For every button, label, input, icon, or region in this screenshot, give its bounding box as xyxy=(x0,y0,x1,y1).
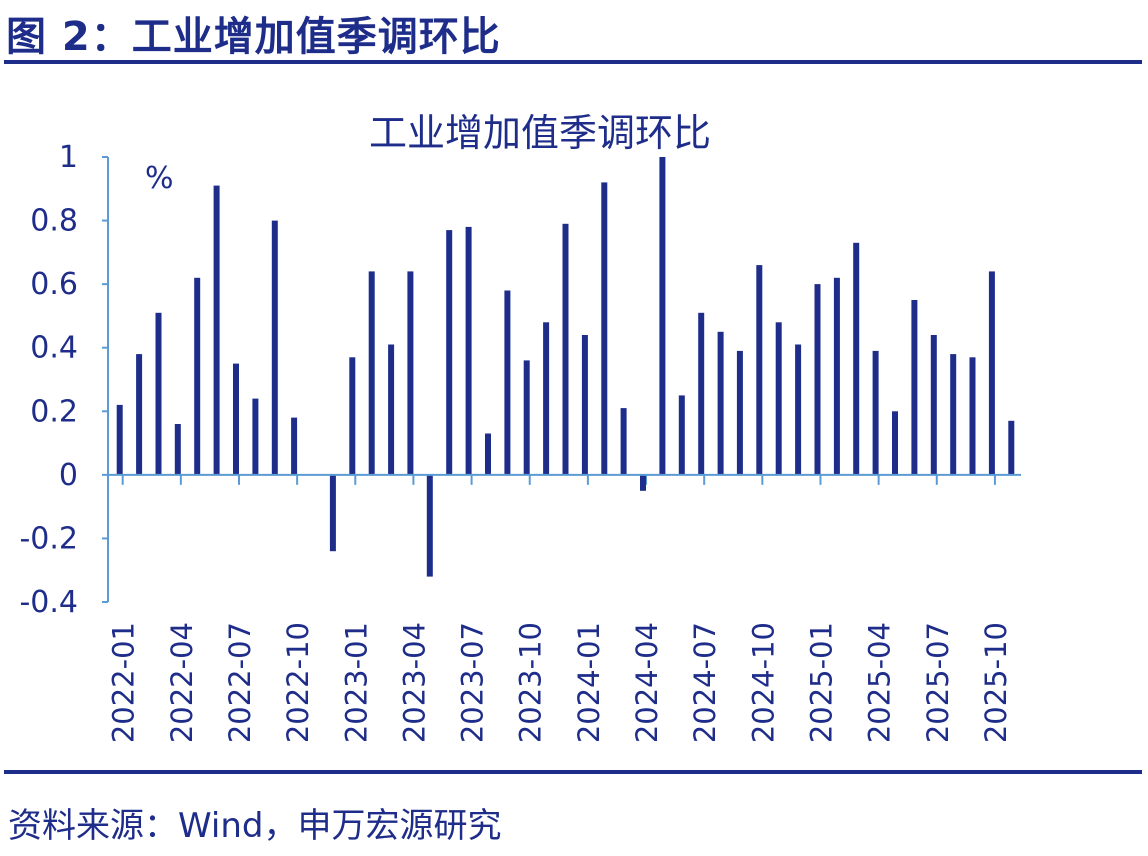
x-tick-label: 2024-04 xyxy=(630,622,664,743)
bar xyxy=(659,157,666,475)
bar xyxy=(562,223,569,475)
x-tick-label: 2024-07 xyxy=(688,622,722,743)
bottom-divider xyxy=(4,770,1142,774)
bar xyxy=(504,290,511,475)
bar xyxy=(426,474,433,577)
bar xyxy=(271,220,278,475)
bar xyxy=(329,474,336,552)
x-tick-label: 2024-10 xyxy=(746,622,780,743)
bar xyxy=(717,331,724,475)
bar xyxy=(698,312,705,475)
bar xyxy=(581,335,588,475)
x-tick-label: 2025-10 xyxy=(979,622,1013,743)
bar xyxy=(116,404,123,475)
unit-label: % xyxy=(145,161,174,196)
x-tick-label: 2023-10 xyxy=(514,622,548,743)
bar xyxy=(950,354,957,475)
bar xyxy=(388,344,395,475)
bar xyxy=(601,182,608,475)
y-tick-label: -0.4 xyxy=(19,585,78,620)
bar xyxy=(213,185,220,475)
y-tick-label: 0 xyxy=(59,458,78,493)
x-tick-label: 2022-01 xyxy=(107,622,141,743)
bar xyxy=(756,265,763,475)
bar xyxy=(485,433,491,475)
bar xyxy=(155,312,162,475)
bar xyxy=(892,411,898,475)
bar xyxy=(775,322,782,475)
y-tick-label: 1 xyxy=(59,140,78,175)
bar xyxy=(930,335,937,475)
y-tick-label: -0.2 xyxy=(19,521,78,556)
bar xyxy=(523,360,530,475)
bar xyxy=(640,474,646,491)
bar xyxy=(833,277,840,475)
bar xyxy=(795,344,802,475)
bar xyxy=(814,284,821,475)
x-tick-label: 2025-07 xyxy=(921,622,955,743)
bar xyxy=(174,424,181,475)
x-tick-label: 2022-07 xyxy=(223,622,257,743)
y-tick-label: 0.2 xyxy=(30,394,78,429)
bar xyxy=(465,226,472,475)
x-tick-label: 2023-04 xyxy=(397,622,431,743)
y-tick-labels: 1 0.8 0.6 0.4 0.2 0 -0.2 -0.4 xyxy=(19,140,108,620)
x-tick-label: 2025-01 xyxy=(805,622,839,743)
bar xyxy=(736,350,743,475)
bar xyxy=(911,300,918,475)
y-tick-label: 0.8 xyxy=(30,204,78,239)
bar xyxy=(194,277,201,475)
bar xyxy=(543,322,550,475)
chart-title: 工业增加值季调环比 xyxy=(369,111,711,155)
bar xyxy=(1008,420,1015,475)
x-tick-label: 2025-04 xyxy=(863,622,897,743)
bar xyxy=(233,363,239,475)
bar xyxy=(988,271,995,475)
y-tick-label: 0.6 xyxy=(30,267,78,302)
x-tick-label: 2024-01 xyxy=(572,622,606,743)
bar xyxy=(446,230,453,475)
bar xyxy=(678,395,685,475)
top-divider xyxy=(4,60,1142,64)
x-tick-label: 2022-10 xyxy=(281,622,315,743)
x-tick-label: 2023-01 xyxy=(339,622,373,743)
x-axis-ticks xyxy=(121,474,996,485)
x-tick-label: 2023-07 xyxy=(456,622,490,743)
x-tick-labels: 2022-01 2022-04 2022-07 2022-10 2023-01 2023-… xyxy=(107,622,1013,743)
x-tick-label: 2022-04 xyxy=(165,622,199,743)
bar xyxy=(349,357,356,475)
bar xyxy=(969,357,976,475)
source-note: 资料来源：Wind，申万宏源研究 xyxy=(8,806,502,846)
bar xyxy=(407,271,414,475)
bar xyxy=(872,350,879,475)
bar xyxy=(620,408,627,475)
figure-heading: 图 2：工业增加值季调环比 xyxy=(6,14,501,60)
y-tick-label: 0.4 xyxy=(30,331,78,366)
bar xyxy=(136,354,143,475)
bar xyxy=(252,398,259,475)
bars xyxy=(116,157,1015,577)
bar xyxy=(368,271,375,475)
bar xyxy=(291,417,298,475)
bar xyxy=(853,242,860,475)
chart: 工业增加值季调环比 % 1 0.8 0.6 0.4 0.2 0 -0.2 -0.4 2022-… xyxy=(19,111,1021,743)
